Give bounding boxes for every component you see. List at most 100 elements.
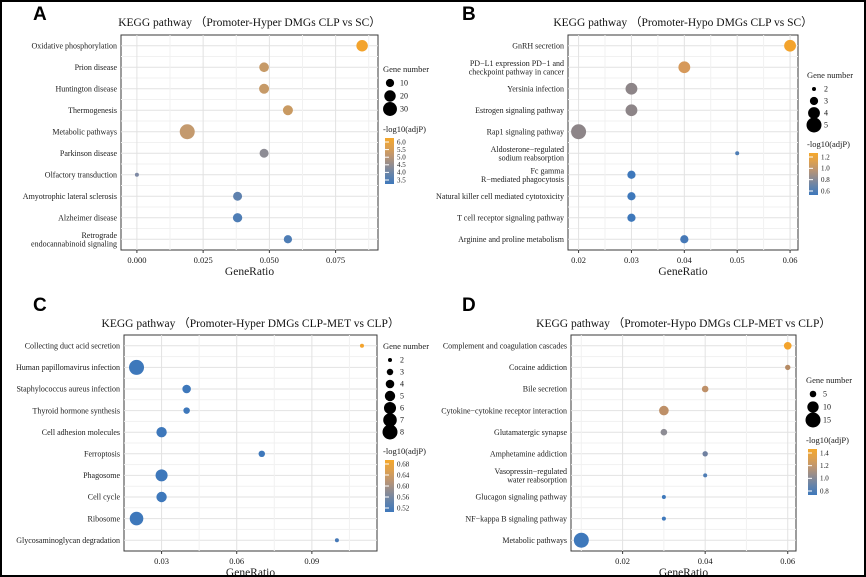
legend-size-dot — [812, 87, 816, 91]
legend-size-value: 15 — [823, 416, 831, 425]
data-point — [784, 39, 796, 52]
y-axis-label: Rap1 signaling pathway — [487, 127, 564, 136]
y-axis-label: Huntington disease — [55, 84, 117, 93]
colorbar-tick-label: 4.0 — [397, 169, 406, 177]
y-axis-label: Complement and coagulation cascades — [443, 342, 567, 351]
legend-color-title: -log10(adjP) — [383, 446, 426, 456]
legend-size-dot — [384, 90, 396, 102]
data-point — [735, 151, 740, 156]
legend-size-dot — [383, 401, 397, 415]
y-axis-label: Staphylococcus aureus infection — [16, 385, 120, 394]
y-axis-label: Cytokine−cytokine receptor interaction — [441, 406, 567, 415]
y-axis-label: Fc gamma R−mediated phagocytosis — [481, 166, 564, 184]
data-point — [785, 364, 791, 371]
colorbar — [385, 138, 394, 184]
colorbar-tick-label: 5.5 — [397, 146, 406, 154]
y-axis-label: Amyotrophic lateral sclerosis — [23, 192, 117, 201]
colorbar-tick-label: 1.2 — [820, 462, 829, 470]
legend-size-title: Gene number — [383, 341, 429, 351]
data-point — [627, 213, 636, 222]
data-point — [660, 428, 668, 436]
legend-size-value: 10 — [400, 79, 408, 88]
legend-size-dot — [809, 96, 819, 106]
colorbar-tick-label: 3.5 — [397, 176, 406, 184]
legend-size-value: 20 — [400, 92, 408, 101]
colorbar-tick-label: 4.5 — [397, 161, 406, 169]
y-axis-label: Natural killer cell mediated cytotoxicit… — [436, 192, 564, 201]
colorbar-tick-label: 0.52 — [397, 504, 410, 512]
legend-size-title: Gene number — [383, 64, 429, 74]
y-axis-label: Glycosaminoglycan degradation — [16, 536, 120, 545]
data-point — [334, 538, 339, 543]
y-axis-label: Glutamatergic synapse — [494, 428, 567, 437]
panel-c-promoter-hyper-clpmet-vs-clp: C KEGG pathway （Promoter-Hyper DMGs CLP-… — [2, 289, 435, 577]
legend-color-title: -log10(adjP) — [807, 139, 850, 149]
legend-color-title: -log10(adjP) — [806, 435, 849, 445]
legend-size-dot — [806, 117, 822, 133]
legend-size-dot — [383, 102, 397, 116]
data-point — [625, 82, 638, 95]
data-point — [703, 473, 708, 478]
data-point — [783, 341, 792, 350]
data-point — [179, 124, 195, 140]
data-point — [627, 170, 636, 179]
y-axis-label: Thermogenesis — [68, 106, 117, 115]
data-point — [573, 532, 589, 548]
data-point — [627, 192, 636, 201]
legend-size-dot — [385, 78, 395, 88]
panel-label: B — [462, 4, 476, 25]
x-tick-label: 0.02 — [571, 255, 586, 265]
panel-title: KEGG pathway （Promoter-Hyper DMGs CLP vs… — [118, 17, 381, 29]
x-tick-label: 0.06 — [780, 556, 795, 566]
y-axis-label: T cell receptor signaling pathway — [457, 213, 564, 222]
y-axis-label: Metabolic pathways — [502, 536, 567, 545]
data-point — [258, 450, 266, 458]
data-point — [233, 191, 243, 201]
dot-plot: Complement and coagulation cascades Cocai… — [441, 334, 852, 577]
panel-a-promoter-hyper-clp-vs-sc: A KEGG pathway （Promoter-Hyper DMGs CLP … — [2, 2, 435, 290]
data-point — [282, 105, 293, 116]
legend-size-dot — [384, 390, 396, 402]
y-axis-label: Estrogen signaling pathway — [475, 106, 564, 115]
data-point — [156, 491, 167, 503]
y-axis-label: Olfactory transduction — [45, 170, 117, 179]
colorbar-tick-label: 0.60 — [397, 482, 410, 490]
y-axis-label: Cell adhesion molecules — [42, 428, 120, 437]
y-axis-label: Aldosterone−regulated sodium reabsorption — [491, 145, 564, 163]
y-axis-label: Oxidative phosphorylation — [31, 41, 117, 50]
colorbar-tick-label: 0.64 — [397, 471, 410, 479]
data-point — [232, 213, 243, 223]
colorbar-tick-label: 1.0 — [820, 475, 829, 483]
legend-size-dot — [807, 401, 819, 413]
colorbar-tick-label: 1.2 — [821, 153, 830, 161]
legend-size-value: 6 — [400, 404, 404, 413]
legend-size-value: 8 — [400, 428, 404, 437]
x-tick-label: 0.09 — [304, 556, 319, 566]
x-axis-title: GeneRatio — [226, 567, 275, 577]
data-point — [356, 40, 368, 52]
legend-size-value: 7 — [400, 416, 404, 425]
panel-title: KEGG pathway （Promoter-Hyper DMGs CLP-ME… — [101, 318, 400, 330]
dot-plot: Collecting duct acid secretion Human papi… — [16, 334, 429, 577]
colorbar-tick-label: 1.4 — [820, 449, 829, 457]
colorbar-tick-label: 0.68 — [397, 460, 410, 468]
data-point — [359, 343, 364, 348]
y-axis-label: Alzheimer disease — [58, 213, 117, 222]
data-point — [680, 235, 689, 244]
legend-size-value: 3 — [400, 368, 404, 377]
data-point — [155, 469, 168, 482]
x-axis-title: GeneRatio — [659, 567, 708, 577]
legend-size-value: 2 — [824, 85, 828, 94]
data-point — [129, 359, 145, 375]
y-axis-label: Retrograde endocannabinoid signaling — [31, 231, 117, 249]
data-point — [182, 384, 191, 394]
colorbar — [809, 153, 818, 195]
data-point — [259, 62, 269, 73]
data-point — [702, 451, 708, 457]
panel-title: KEGG pathway （Promoter-Hypo DMGs CLP-MET… — [536, 318, 831, 330]
y-axis-label: Arginine and proline metabolism — [458, 235, 565, 244]
colorbar-tick-label: 6.0 — [397, 138, 406, 146]
legend-size-value: 4 — [400, 380, 404, 389]
y-axis-label: Collecting duct acid secretion — [25, 342, 120, 351]
